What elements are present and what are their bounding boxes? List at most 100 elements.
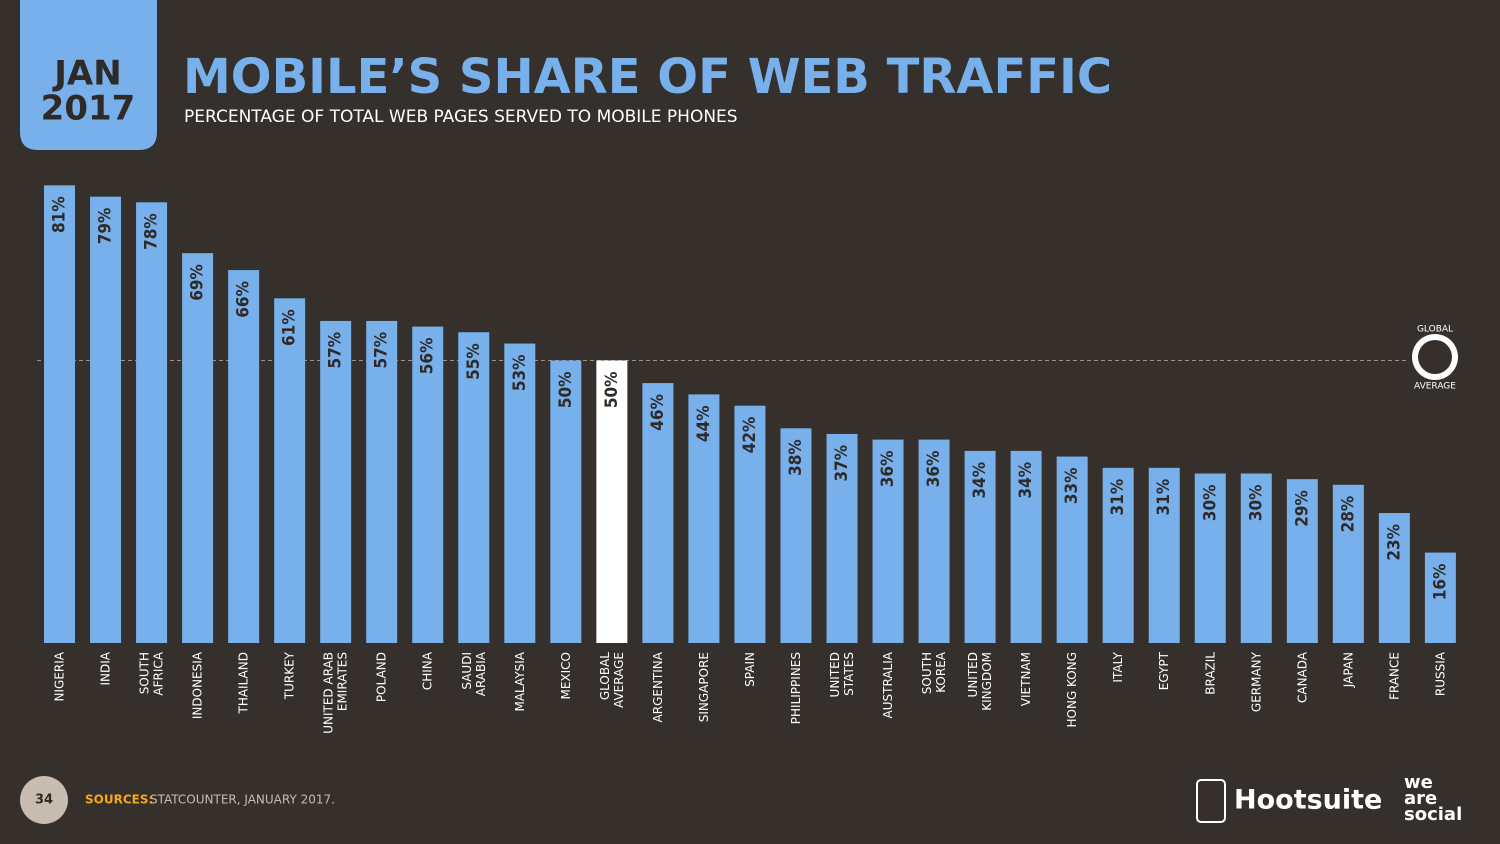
value-label: 34%: [1016, 462, 1036, 499]
bar: [872, 439, 904, 643]
bar: [458, 332, 490, 643]
value-label: 57%: [326, 332, 346, 369]
x-tick-label: AUSTRALIA: [881, 651, 895, 718]
x-tick-label: CANADA: [1295, 651, 1309, 703]
value-label: 66%: [234, 281, 254, 318]
value-label: 61%: [280, 309, 300, 346]
value-label: 37%: [832, 445, 852, 482]
x-tick-label: SPAIN: [742, 652, 756, 687]
value-label: 42%: [740, 417, 760, 454]
x-tick-label: INDIA: [98, 651, 112, 685]
x-tick-label: UNITED ARABEMIRATES: [321, 652, 349, 734]
bar: [780, 428, 812, 643]
bar: [136, 202, 168, 644]
bar: [1240, 473, 1272, 643]
x-tick-label: GERMANY: [1249, 651, 1263, 712]
bar: [182, 253, 214, 643]
x-tick-label: HONG KONG: [1065, 652, 1079, 728]
bar: [1102, 467, 1134, 643]
x-tick-label: POLAND: [374, 652, 388, 702]
x-tick-label: UNITEDKINGDOM: [966, 652, 994, 711]
value-label: 46%: [648, 394, 668, 431]
bar: [596, 360, 628, 643]
value-label: 50%: [556, 372, 576, 409]
bar: [642, 383, 674, 643]
date-year: 2017: [41, 89, 136, 129]
bar: [550, 360, 582, 643]
x-tick-label: THAILAND: [236, 652, 250, 715]
bar: [228, 270, 260, 643]
x-tick-label: TURKEY: [282, 651, 296, 700]
x-tick-label: NIGERIA: [52, 651, 66, 701]
value-label: 50%: [602, 372, 622, 409]
value-label: 81%: [50, 196, 70, 233]
x-tick-label: VIETNAM: [1019, 652, 1033, 706]
chart-subtitle: PERCENTAGE OF TOTAL WEB PAGES SERVED TO …: [184, 107, 738, 127]
x-tick-label: MEXICO: [558, 652, 572, 700]
bar: [320, 320, 352, 643]
bar: [504, 343, 536, 643]
page-badge: [20, 776, 68, 824]
x-tick-label: SAUDIARABIA: [459, 651, 487, 696]
bar: [918, 439, 950, 643]
bar: [366, 320, 398, 643]
value-label: 57%: [372, 332, 392, 369]
x-tick-label: EGYPT: [1157, 651, 1171, 690]
value-label: 53%: [510, 355, 530, 392]
value-label: 34%: [970, 462, 990, 499]
value-label: 28%: [1338, 496, 1358, 533]
x-tick-label: ITALY: [1111, 651, 1125, 682]
reference-label: AVERAGE: [1414, 382, 1456, 392]
value-label: 31%: [1154, 479, 1174, 516]
value-label: 36%: [878, 451, 898, 488]
value-label: 31%: [1108, 479, 1128, 516]
bar: [1148, 467, 1180, 643]
x-tick-label: UNITEDSTATES: [828, 652, 856, 697]
sources-text: STATCOUNTER, JANUARY 2017.: [150, 793, 335, 807]
x-tick-label: SOUTHAFRICA: [137, 651, 165, 695]
x-tick-label: FRANCE: [1387, 652, 1401, 700]
value-label: 56%: [418, 338, 438, 375]
bar: [1424, 552, 1456, 643]
owl-icon: [1196, 779, 1226, 823]
brand-was: are: [1404, 788, 1437, 809]
bar: [1378, 513, 1410, 643]
page-number: 34: [35, 793, 53, 808]
value-label: 55%: [464, 343, 484, 380]
value-label: 33%: [1062, 468, 1082, 505]
value-label: 44%: [694, 405, 714, 442]
x-tick-label: SOUTHKOREA: [920, 651, 948, 694]
bar: [90, 196, 122, 643]
bar: [1332, 484, 1364, 643]
bar: [412, 326, 444, 643]
bar: [1194, 473, 1226, 643]
bar: [1010, 450, 1042, 643]
bar: [826, 433, 858, 643]
x-tick-label: INDONESIA: [190, 651, 204, 719]
value-label: 30%: [1200, 485, 1220, 522]
value-label: 38%: [786, 439, 806, 476]
bar: [1286, 479, 1318, 643]
bar: [964, 450, 996, 643]
x-tick-label: MALAYSIA: [512, 651, 526, 711]
x-tick-label: ARGENTINA: [650, 651, 664, 722]
globe-inner: [1418, 340, 1452, 374]
reference-label: GLOBAL: [1417, 325, 1453, 335]
x-tick-label: BRAZIL: [1203, 652, 1217, 695]
x-tick-label: PHILIPPINES: [788, 652, 802, 724]
bar: [274, 298, 306, 643]
date-month: JAN: [52, 54, 121, 94]
value-label: 23%: [1384, 524, 1404, 561]
value-label: 69%: [188, 264, 208, 301]
x-tick-label: JAPAN: [1341, 652, 1355, 688]
chart-title: MOBILE’S SHARE OF WEB TRAFFIC: [183, 49, 1112, 105]
value-label: 36%: [924, 451, 944, 488]
brand-hootsuite: Hootsuite: [1234, 785, 1382, 816]
bar: [734, 405, 766, 643]
bar: [1056, 456, 1088, 643]
brand-was: social: [1404, 804, 1462, 825]
value-label: 30%: [1246, 485, 1266, 522]
value-label: 79%: [96, 208, 116, 245]
x-tick-label: SINGAPORE: [696, 652, 710, 722]
